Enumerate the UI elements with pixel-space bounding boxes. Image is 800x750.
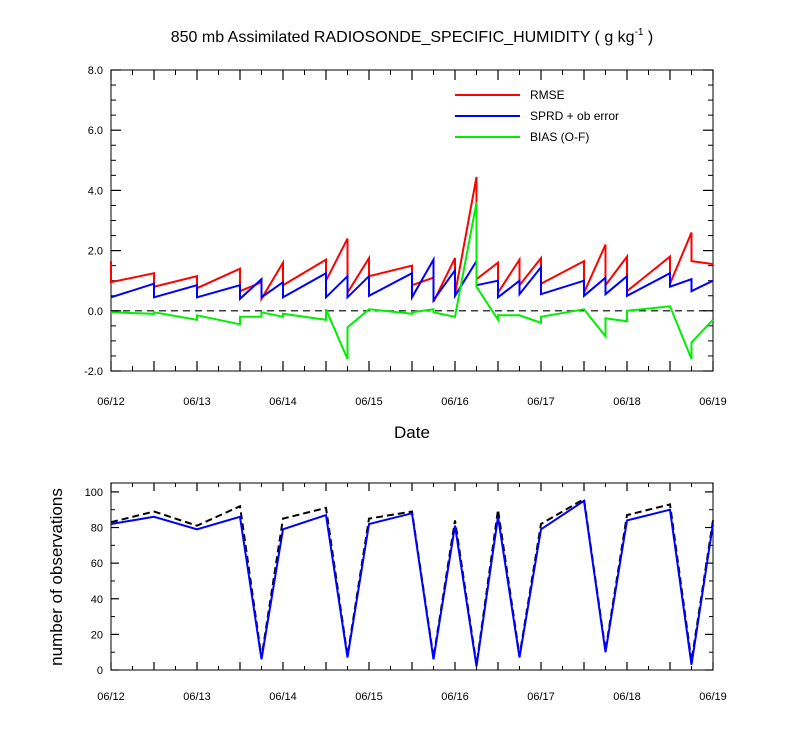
series-line-bias-o-f [110,202,714,360]
bottom-panel: 06/12 06/13 06/14 06/15 06/16 06/17 06/18 06/19… [85,482,727,703]
plot-frame [110,69,714,372]
x-tick-label: 06/16 [441,396,469,408]
legend-label-rmse: RMSE [530,88,565,102]
x-tick-label: 06/19 [699,396,727,408]
x-tick-label: 06/13 [183,691,211,703]
x-tick-label: 06/19 [699,691,727,703]
x-tick-label: 06/18 [613,691,641,703]
chart-title: 850 mb Assimilated RADIOSONDE_SPECIFIC_H… [171,27,654,46]
y-tick-label: 2.0 [88,246,103,258]
x-tick-label: 06/13 [183,396,211,408]
y-tick-label: -2.0 [84,366,103,378]
x-tick-label: 06/15 [355,691,383,703]
legend-label-bias-o-f: BIAS (O-F) [530,130,589,144]
series-line-possible [110,497,714,665]
x-tick-label: 06/17 [527,396,555,408]
top-x-axis-title: Date [394,423,430,442]
y-tick-label: 60 [91,558,103,570]
x-tick-label: 06/14 [269,691,297,703]
x-tick-label: 06/12 [97,396,125,408]
top-panel: 06/12 06/13 06/14 06/15 06/16 06/17 06/18 06/19… [84,65,727,408]
legend-label-sprd-ob-error: SPRD + ob error [530,109,619,123]
y-tick-label: 0 [97,665,103,677]
y-tick-label: 8.0 [88,65,103,77]
y-tick-label: 20 [91,629,103,641]
y-tick-label: 40 [91,594,103,606]
series-line-assimilated [110,499,714,667]
x-tick-label: 06/17 [527,691,555,703]
title-superscript: -1 [635,27,644,38]
y-tick-label: 80 [91,523,103,535]
y-tick-label: 0.0 [88,306,103,318]
series-line-sprd-ob-error [110,255,714,304]
x-tick-label: 06/14 [269,396,297,408]
x-tick-label: 06/16 [441,691,469,703]
x-tick-label: 06/18 [613,396,641,408]
y-tick-label: 100 [85,487,103,499]
bottom-y-axis-title: number of observations [47,488,66,666]
y-tick-label: 4.0 [88,185,103,197]
y-tick-label: 6.0 [88,125,103,137]
x-tick-label: 06/12 [97,691,125,703]
x-tick-label: 06/15 [355,396,383,408]
